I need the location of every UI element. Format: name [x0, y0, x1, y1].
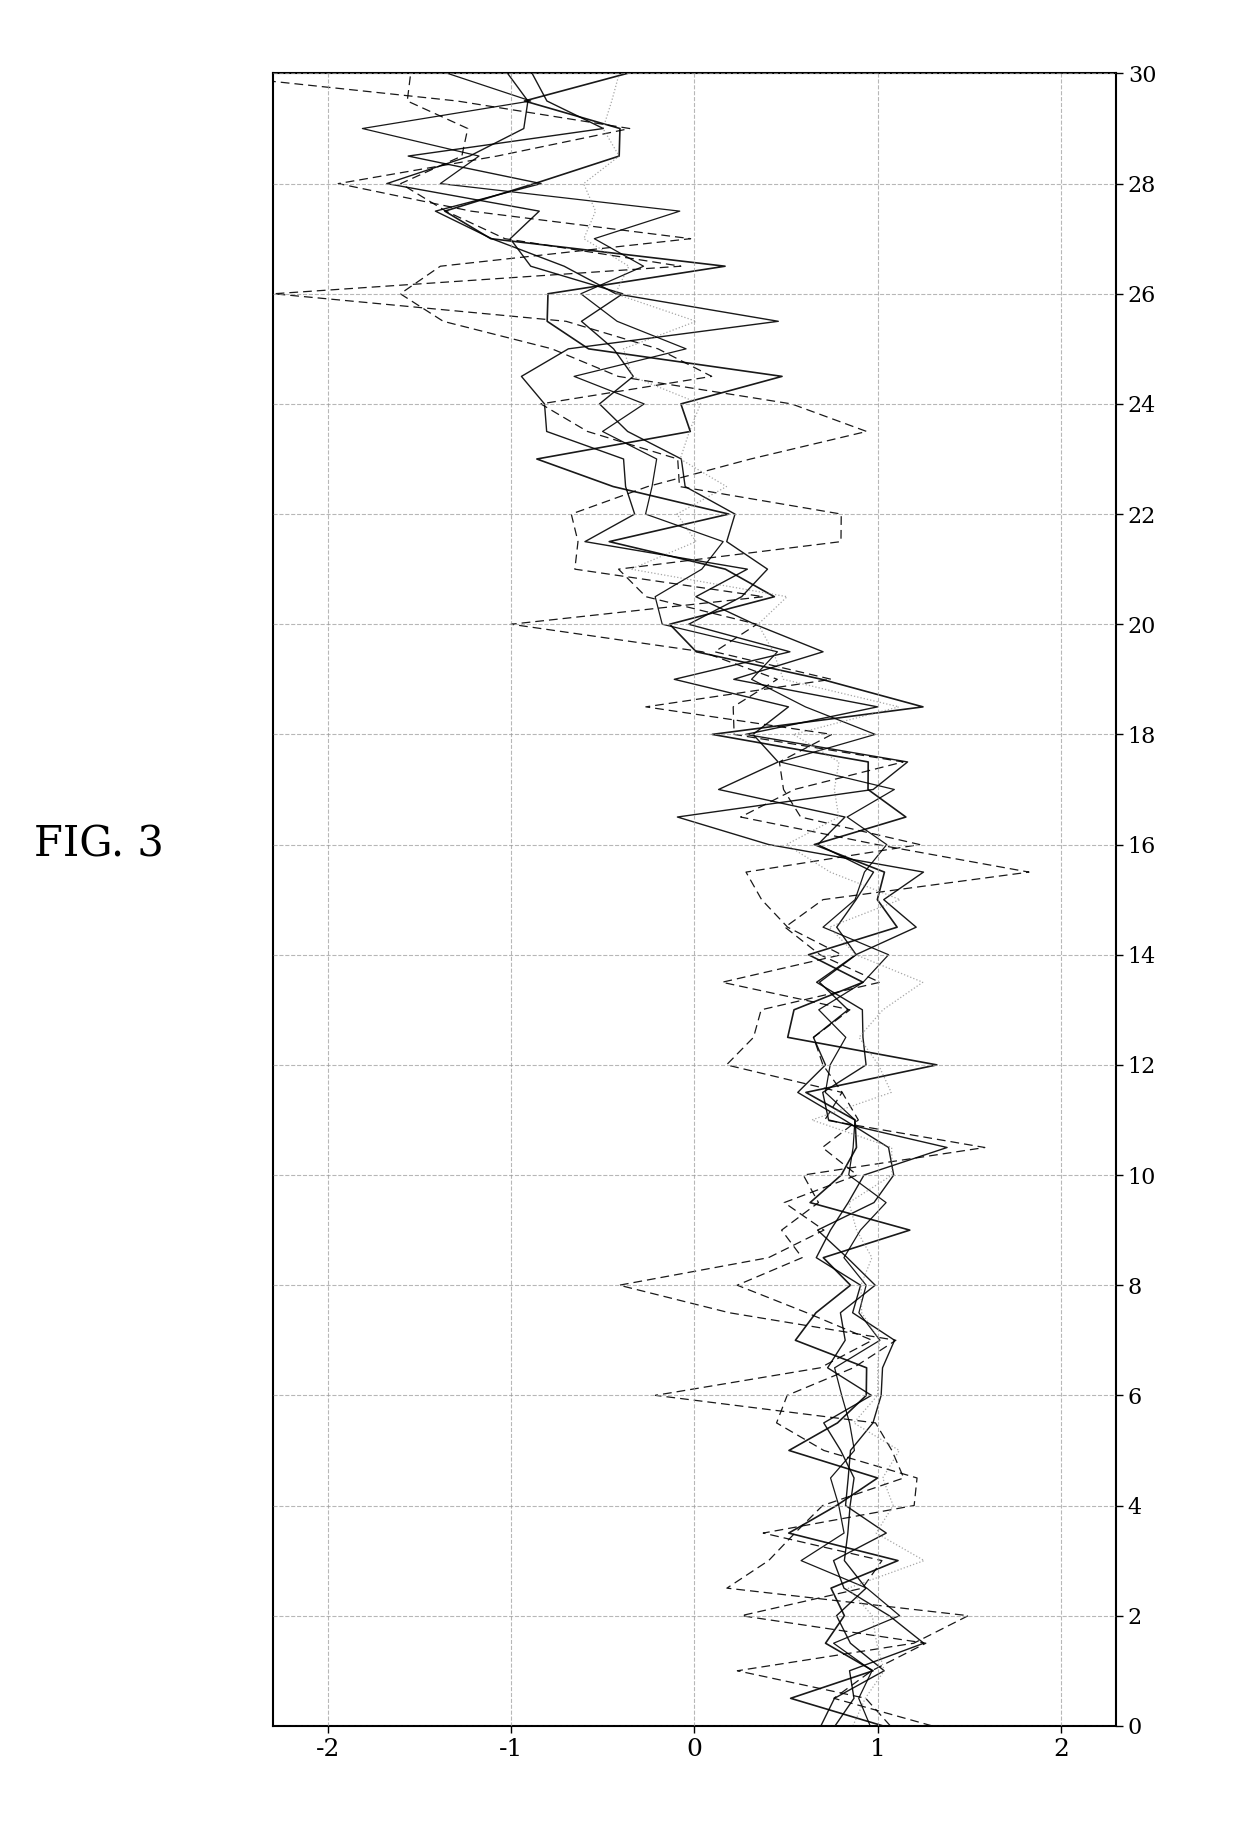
Text: FIG. 3: FIG. 3	[35, 824, 164, 865]
